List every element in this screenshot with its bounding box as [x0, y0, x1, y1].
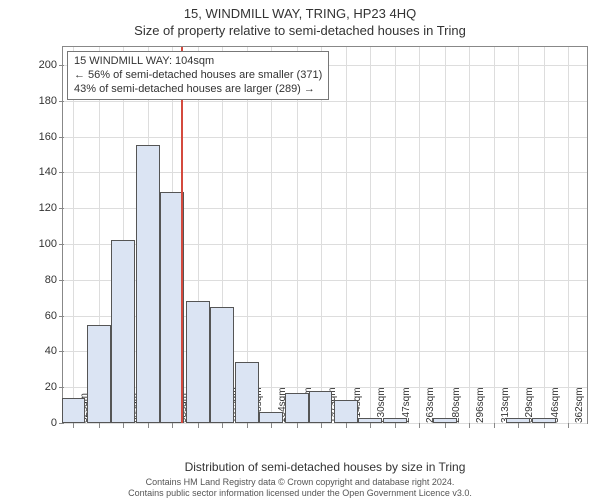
histogram-bar: [186, 301, 210, 423]
histogram-bar: [210, 307, 234, 423]
footer-attribution: Contains HM Land Registry data © Crown c…: [0, 477, 600, 498]
histogram-bar: [259, 412, 283, 423]
histogram-bar: [383, 418, 407, 423]
y-tick-label: 80: [45, 274, 63, 286]
histogram-bar: [532, 418, 556, 423]
histogram-bar: [506, 418, 530, 423]
histogram-bar: [285, 393, 309, 423]
x-tick-label: 362sqm: [572, 387, 585, 423]
histogram-bar: [111, 240, 135, 423]
y-tick-label: 60: [45, 310, 63, 322]
y-tick-label: 200: [39, 59, 63, 71]
title-sub: Size of property relative to semi-detach…: [0, 21, 600, 38]
y-tick-label: 20: [45, 381, 63, 393]
histogram-bar: [235, 362, 259, 423]
reference-line: [181, 47, 183, 423]
histogram-bar: [309, 391, 333, 423]
histogram-bar: [136, 145, 160, 423]
y-tick-label: 120: [39, 202, 63, 214]
y-tick-label: 100: [39, 238, 63, 250]
x-axis-label: Distribution of semi-detached houses by …: [62, 460, 588, 474]
y-tick-label: 40: [45, 345, 63, 357]
footer-line2: Contains public sector information licen…: [0, 488, 600, 498]
histogram-bar: [433, 418, 457, 423]
annotation-line: ← 56% of semi-detached houses are smalle…: [74, 69, 322, 83]
plot-area: 02040608010012014016018020032sqm49sqm65s…: [62, 46, 588, 424]
y-tick-label: 140: [39, 166, 63, 178]
x-tick-label: 296sqm: [473, 387, 486, 423]
y-tick-label: 180: [39, 95, 63, 107]
annotation-line: 43% of semi-detached houses are larger (…: [74, 83, 322, 97]
annotation-box: 15 WINDMILL WAY: 104sqm← 56% of semi-det…: [67, 51, 329, 100]
title-main: 15, WINDMILL WAY, TRING, HP23 4HQ: [0, 0, 600, 21]
annotation-line: 15 WINDMILL WAY: 104sqm: [74, 55, 322, 69]
histogram-bar: [87, 325, 111, 423]
histogram-bar: [62, 398, 86, 423]
histogram-bar: [334, 400, 358, 423]
y-tick-label: 160: [39, 131, 63, 143]
histogram-bar: [358, 418, 382, 423]
footer-line1: Contains HM Land Registry data © Crown c…: [0, 477, 600, 487]
